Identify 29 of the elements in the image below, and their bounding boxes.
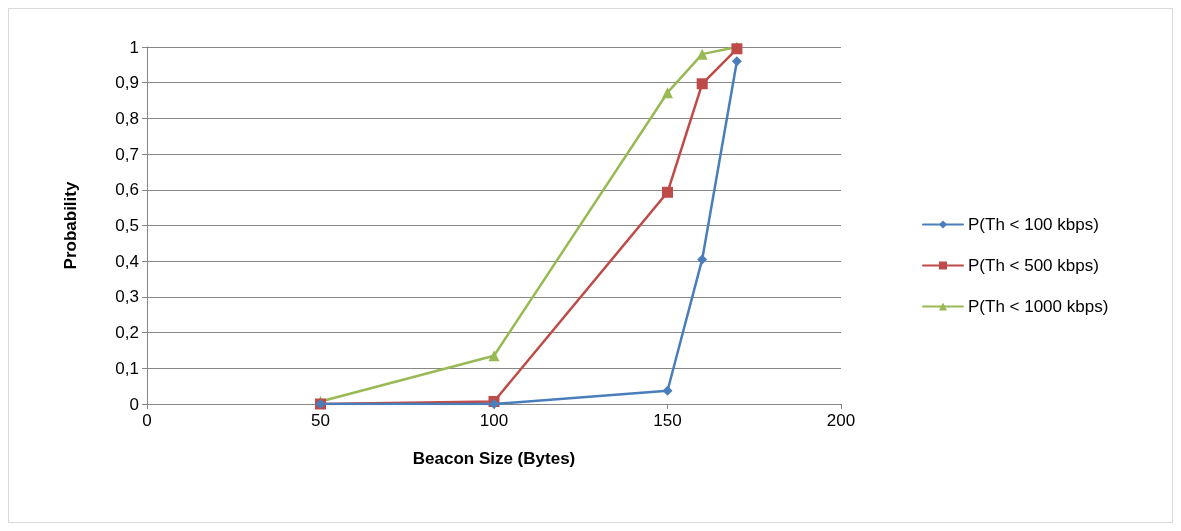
point bbox=[697, 254, 708, 265]
point bbox=[696, 78, 708, 90]
x-tick-label: 0 bbox=[142, 411, 152, 430]
point bbox=[662, 87, 673, 99]
y-tick-label: 0,7 bbox=[115, 144, 139, 164]
y-tick-label: 0,2 bbox=[115, 323, 139, 343]
legend-label: P(Th < 500 kbps) bbox=[968, 256, 1099, 275]
y-tick-label: 0,3 bbox=[115, 287, 139, 307]
x-axis-title: Beacon Size (Bytes) bbox=[412, 449, 576, 468]
y-tick-label: 0,5 bbox=[115, 216, 139, 235]
y-tick-label: 0,6 bbox=[115, 180, 139, 200]
y-tick-label: 0,9 bbox=[115, 73, 139, 93]
legend-label: P(Th < 1000 kbps) bbox=[968, 297, 1109, 316]
y-tick-label: 1 bbox=[129, 37, 139, 57]
y-tick-label: 0,8 bbox=[115, 108, 139, 128]
point bbox=[488, 350, 500, 362]
x-tick-label: 100 bbox=[479, 411, 509, 430]
y-tick-label: 0,1 bbox=[115, 358, 139, 378]
point bbox=[662, 186, 673, 198]
x-tick-label: 150 bbox=[653, 411, 682, 430]
legend-label: P(Th < 100 kbps) bbox=[968, 215, 1099, 234]
point bbox=[731, 56, 742, 67]
point bbox=[662, 385, 673, 396]
x-tick-label: 50 bbox=[311, 411, 330, 430]
point bbox=[696, 48, 708, 60]
y-tick-label: 0,4 bbox=[115, 251, 139, 271]
y-tick-label: 0 bbox=[129, 394, 139, 414]
x-tick-label: 200 bbox=[826, 411, 856, 430]
y-axis-title: Probability bbox=[61, 181, 80, 270]
